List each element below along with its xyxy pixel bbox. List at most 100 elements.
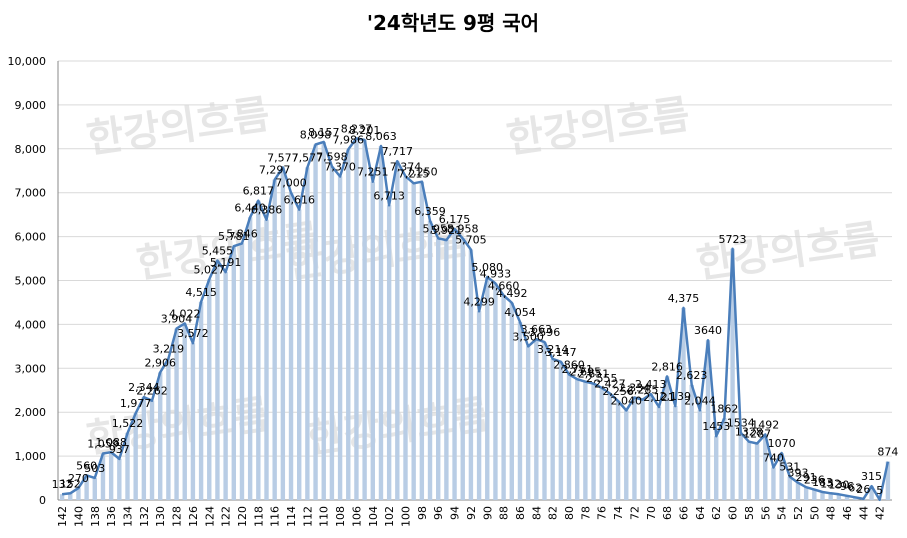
x-tick-label: 120 (236, 506, 249, 527)
bar (566, 374, 572, 500)
data-label: 8,157 (308, 126, 340, 139)
data-label: 8,098 (300, 128, 332, 141)
bar (166, 358, 171, 500)
x-tick-label: 90 (481, 506, 494, 520)
x-tick-label: 84 (530, 506, 543, 520)
data-label: 4,492 (496, 287, 528, 300)
data-label: 152 (60, 477, 81, 490)
x-tick-label: 134 (122, 506, 135, 527)
data-label: 5723 (719, 233, 747, 246)
data-label: 4,660 (488, 279, 520, 292)
bar (149, 400, 155, 500)
data-label: 1,977 (120, 397, 152, 410)
bar (117, 458, 122, 500)
bar (820, 491, 825, 500)
y-tick-label: 4,000 (15, 318, 47, 331)
data-label: 7,374 (390, 160, 422, 173)
bar (558, 361, 564, 500)
data-label: 270 (68, 472, 89, 485)
x-tick-label: 86 (514, 506, 527, 520)
bar (714, 436, 719, 500)
data-label: 2,906 (144, 356, 176, 369)
data-label: 3,219 (153, 343, 185, 356)
x-tick-label: 66 (678, 506, 691, 520)
bar (395, 161, 400, 500)
bar (501, 295, 506, 500)
data-label: 5,921 (431, 224, 463, 237)
data-label: 874 (877, 446, 898, 459)
x-tick-label: 100 (400, 506, 413, 527)
data-label: 7,577 (292, 151, 324, 164)
data-label: 1862 (710, 402, 738, 415)
x-tick-label: 48 (825, 506, 838, 520)
bar (689, 384, 694, 500)
bar (337, 176, 343, 500)
x-tick-label: 88 (498, 506, 511, 520)
data-label: 130 (828, 478, 849, 491)
bar (403, 176, 408, 500)
bar (836, 494, 842, 500)
bar (239, 243, 245, 500)
x-tick-label: 114 (285, 506, 298, 527)
bar (812, 489, 817, 500)
bar (673, 406, 678, 500)
bar (615, 400, 621, 500)
x-tick-label: 132 (138, 506, 151, 527)
data-label: 3,147 (545, 346, 577, 359)
data-label: 5,958 (422, 222, 454, 235)
bar (746, 441, 752, 500)
x-tick-label: 112 (301, 506, 314, 527)
data-label: 560 (76, 459, 97, 472)
x-tick-label: 80 (563, 506, 576, 520)
bar (92, 477, 97, 500)
x-tick-label: 56 (759, 506, 772, 520)
data-label: 7,215 (398, 167, 430, 180)
bar (256, 200, 261, 500)
bar (828, 493, 833, 500)
x-tick-label: 128 (171, 506, 184, 527)
data-label: 96 (840, 480, 854, 493)
bar (141, 397, 147, 500)
data-label: 6,175 (439, 213, 471, 226)
data-label: 236 (804, 474, 825, 487)
data-label: 740 (763, 452, 784, 465)
data-label: 1287 (743, 428, 771, 441)
data-label: 1492 (751, 419, 779, 432)
data-label: 152 (820, 477, 841, 490)
x-tick-label: 44 (857, 506, 870, 520)
watermark: 한강의흐름 (84, 92, 273, 163)
bar (182, 323, 187, 500)
bar (370, 181, 375, 501)
chart-title: '24학년도 9평 국어 (367, 11, 539, 35)
bar (346, 149, 351, 500)
x-tick-label: 64 (694, 506, 707, 520)
bar (378, 146, 384, 500)
bar (108, 452, 114, 500)
data-label: 1070 (768, 437, 796, 450)
x-tick-label: 106 (350, 506, 363, 527)
bar (76, 488, 81, 500)
data-label: 5,191 (210, 256, 242, 269)
bar (485, 276, 490, 500)
data-label: 6,440 (234, 201, 266, 214)
x-tick-label: 104 (367, 506, 380, 527)
y-tick-label: 9,000 (15, 99, 47, 112)
data-label: 6,386 (251, 204, 283, 217)
bar (853, 497, 858, 500)
bar (779, 453, 784, 500)
bar (722, 418, 727, 500)
bar (133, 413, 138, 500)
x-tick-label: 138 (89, 506, 102, 527)
bar (795, 482, 801, 500)
bar (215, 260, 220, 500)
bar (624, 410, 629, 500)
data-label: 2,860 (553, 358, 585, 371)
bar (321, 141, 326, 500)
data-label: 2,262 (136, 385, 168, 398)
data-label: 4,515 (185, 286, 217, 299)
x-tick-label: 76 (596, 506, 609, 520)
data-label: 2,139 (660, 390, 692, 403)
data-label: 8,201 (349, 124, 381, 137)
data-label: 7,370 (324, 160, 356, 173)
